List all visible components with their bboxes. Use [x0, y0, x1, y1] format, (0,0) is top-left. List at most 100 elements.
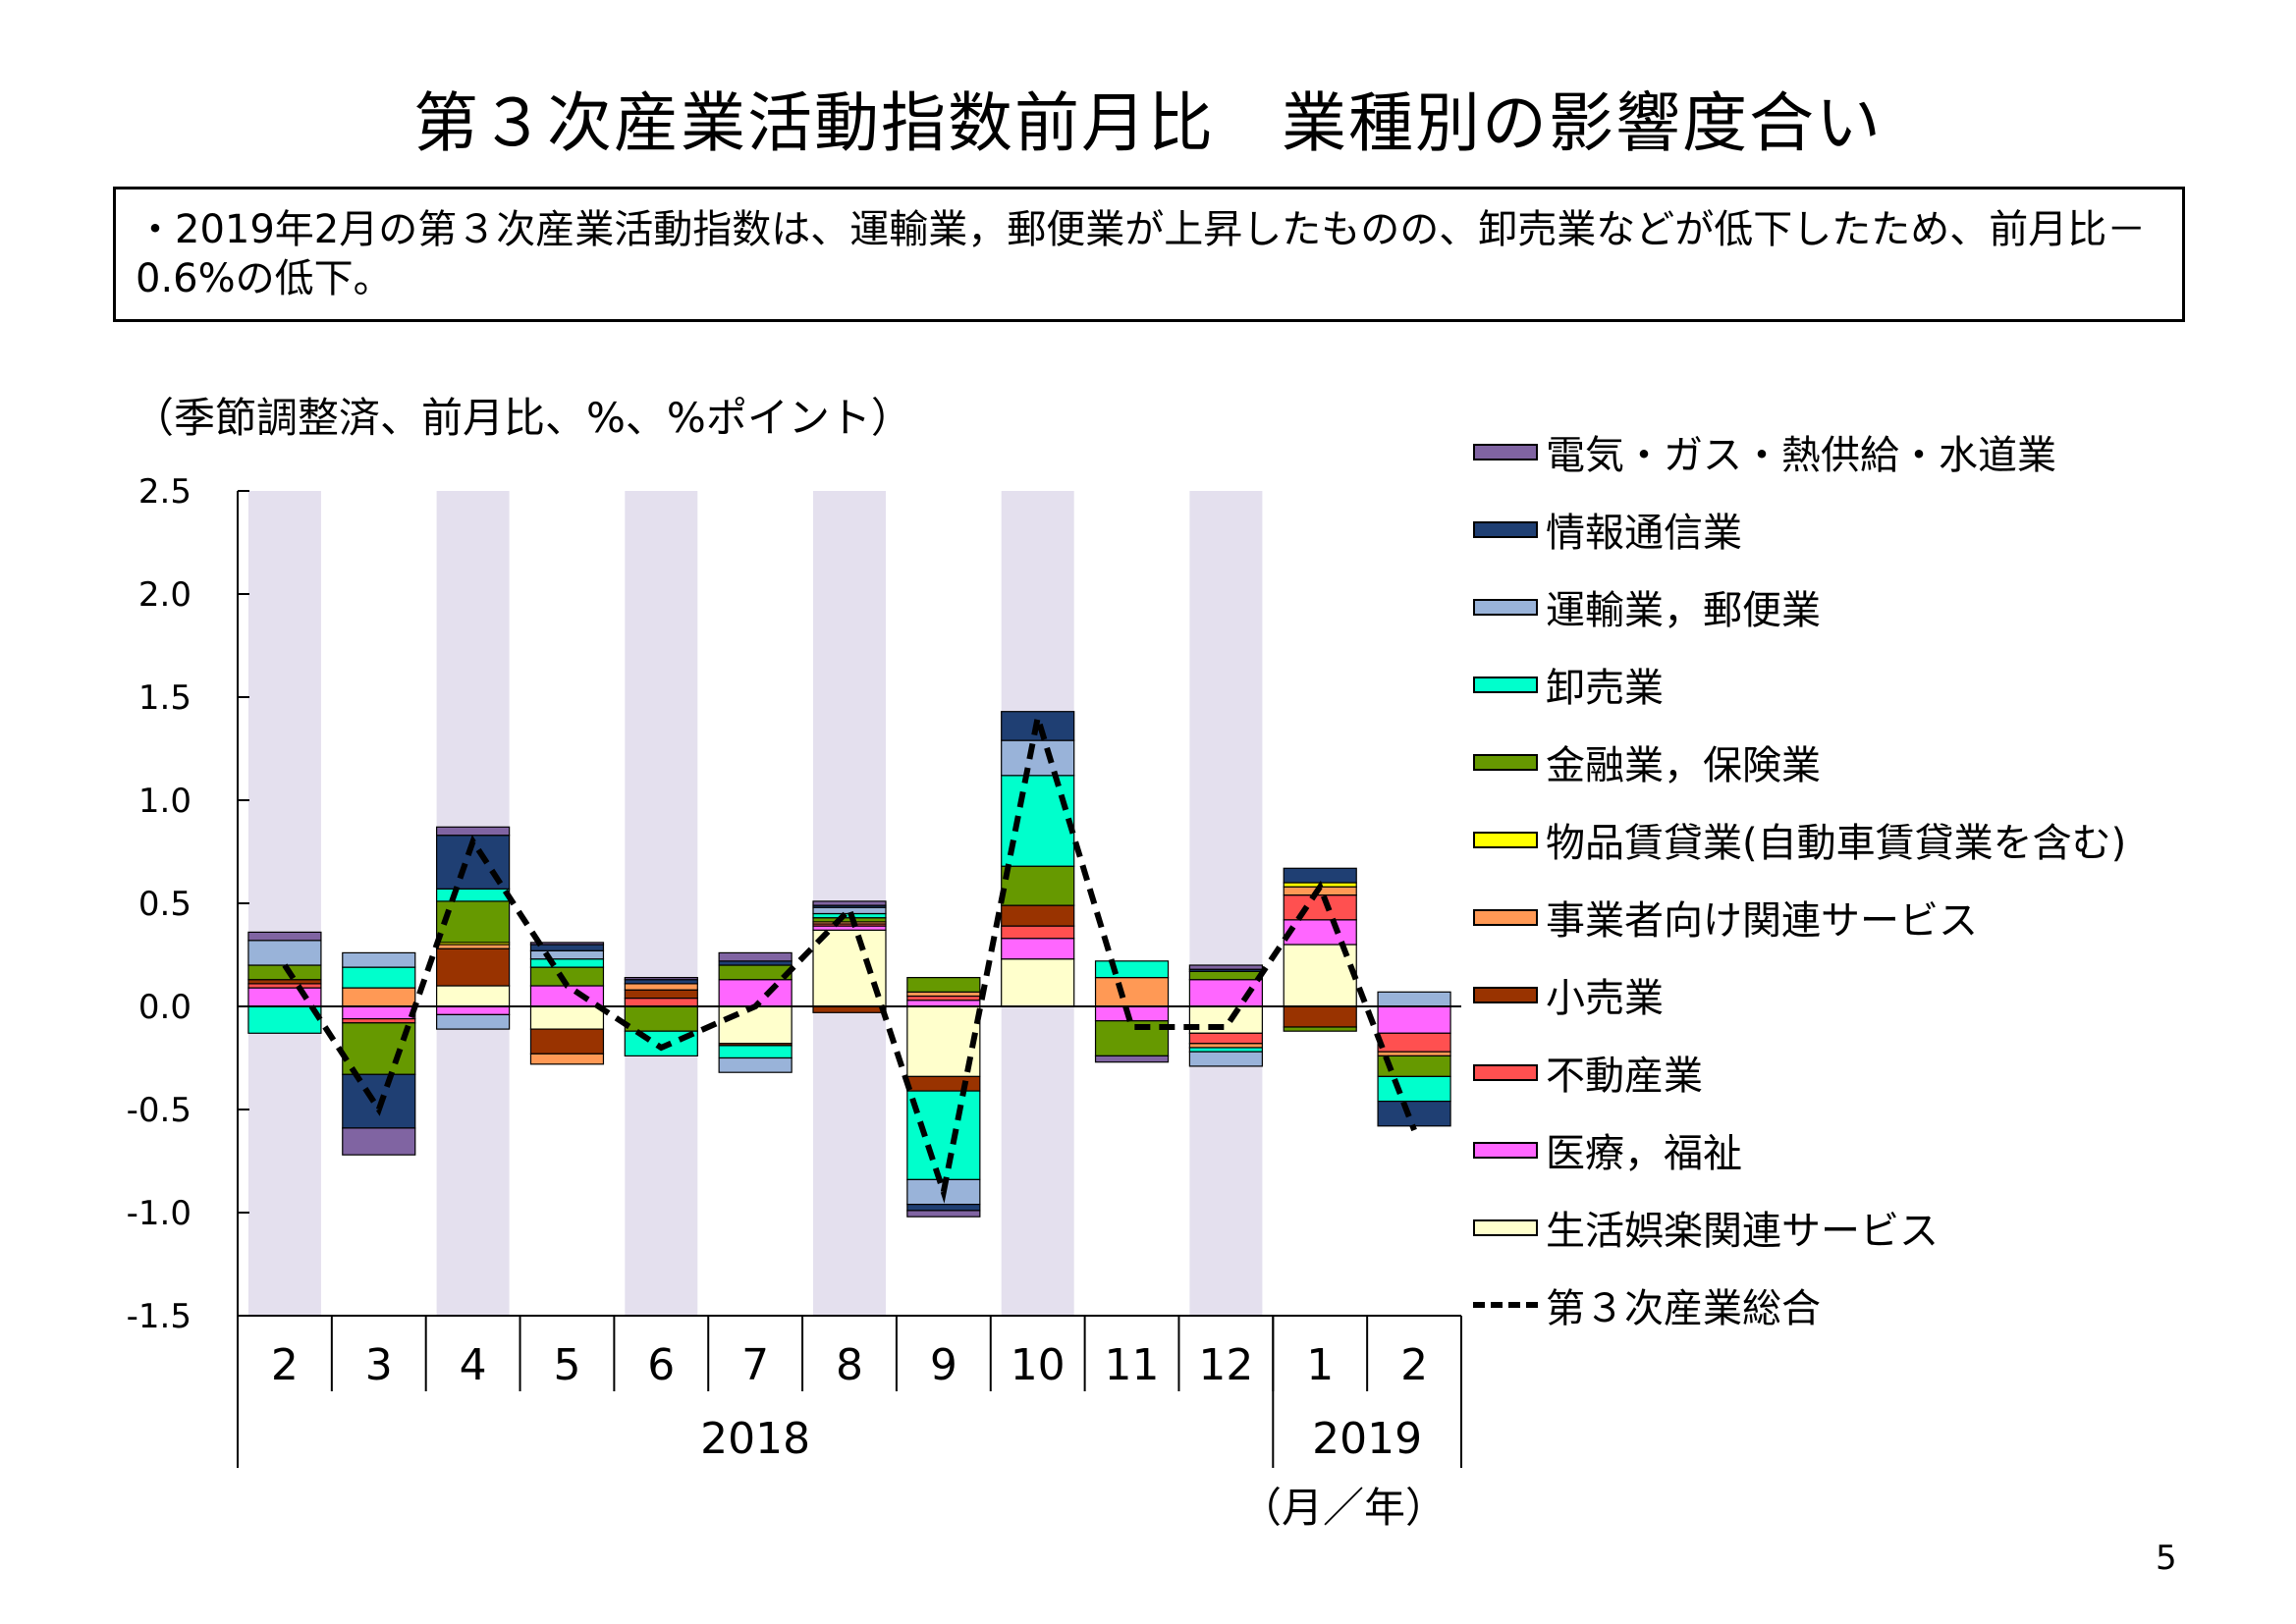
bar-segment — [342, 966, 416, 989]
y-tick-label: 1.5 — [138, 678, 191, 718]
legend-swatch — [1473, 1063, 1538, 1081]
unit-label: （季節調整済、前月比、%、%ポイント） — [133, 394, 912, 442]
bar-segment — [1188, 1047, 1263, 1053]
bar-segment — [718, 1005, 793, 1045]
legend-item: 事業者向け関連サービス — [1473, 893, 1978, 944]
y-tick-label: -1.0 — [127, 1194, 191, 1233]
legend-item: 金融業，保険業 — [1473, 737, 1821, 788]
x-tick-label: 5 — [553, 1340, 580, 1390]
bar-segment — [247, 931, 322, 942]
shaded-band — [1189, 491, 1263, 1316]
bar-segment — [342, 987, 416, 1007]
bar-segment — [1001, 938, 1075, 960]
bar-segment — [436, 900, 511, 944]
total-line — [282, 717, 1417, 1204]
legend-item: 電気・ガス・熱供給・水道業 — [1473, 427, 2056, 478]
bar-segment — [624, 979, 698, 985]
x-tick-label: 12 — [1198, 1340, 1253, 1390]
bar-segment — [1001, 865, 1075, 906]
bar-segment — [529, 985, 605, 1007]
legend-item: 卸売業 — [1473, 660, 1664, 711]
y-tick-label: -0.5 — [127, 1091, 191, 1130]
bar-segment — [906, 1005, 981, 1078]
bar-segment — [1188, 1043, 1263, 1049]
x-tick-label: 10 — [1011, 1340, 1066, 1390]
bar-segment — [718, 964, 793, 981]
bar-segment — [1283, 1026, 1357, 1032]
legend-label: 生活娯楽関連サービス — [1546, 1209, 1939, 1254]
shaded-band — [625, 491, 698, 1316]
bar-segment — [1377, 1005, 1451, 1034]
bar-segment — [529, 944, 605, 951]
bar-segment — [906, 995, 981, 1001]
bar-segment — [529, 942, 605, 946]
legend-item: 物品賃貸業(自動車賃貸業を含む) — [1473, 815, 2126, 866]
bar-segment — [624, 983, 698, 991]
bar-segment — [906, 1210, 981, 1218]
bar-segment — [529, 958, 605, 968]
x-tick-label: 9 — [930, 1340, 957, 1390]
bar-segment — [247, 983, 322, 989]
legend-swatch — [1473, 598, 1538, 616]
bar-segment — [436, 1013, 511, 1030]
bar-segment — [812, 925, 887, 931]
bar-segment — [1094, 960, 1170, 979]
bar-segment — [1001, 904, 1075, 927]
bar-segment — [624, 976, 698, 981]
x-tick-label: 4 — [460, 1340, 487, 1390]
bar-segment — [1377, 1100, 1451, 1127]
bar-segment — [436, 826, 511, 837]
bar-segment — [1377, 1051, 1451, 1056]
y-tick-label: 0.0 — [138, 988, 191, 1027]
legend-item: 医療，福祉 — [1473, 1125, 1742, 1176]
bar-segment — [529, 949, 605, 960]
bar-segment — [529, 1053, 605, 1065]
bar-segment — [1001, 925, 1075, 940]
legend-item: 不動産業 — [1473, 1048, 1703, 1099]
legend-label: 卸売業 — [1546, 666, 1664, 711]
bar-segment — [1283, 893, 1357, 921]
y-tick-label: 0.5 — [138, 885, 191, 924]
legend-swatch — [1473, 676, 1538, 693]
bar-segment — [1094, 1020, 1170, 1056]
bar-segment — [718, 1045, 793, 1059]
legend-swatch — [1473, 520, 1538, 538]
bar-segment — [436, 947, 511, 987]
bar-segment — [1188, 1032, 1263, 1045]
bar-segment — [1283, 867, 1357, 884]
y-tick-label: 1.0 — [138, 782, 191, 821]
x-tick-label: 2 — [271, 1340, 299, 1390]
legend-label: 電気・ガス・熱供給・水道業 — [1546, 433, 2056, 478]
bar-segment — [1377, 1075, 1451, 1103]
legend-swatch — [1473, 1218, 1538, 1236]
x-tick-label: 3 — [365, 1340, 393, 1390]
bar-segment — [247, 987, 322, 1007]
summary-box: ・2019年2月の第３次産業活動指数は、運輸業，郵便業が上昇したものの、卸売業な… — [113, 187, 2185, 322]
bar-segment — [1188, 1051, 1263, 1067]
shaded-band — [247, 491, 321, 1316]
bar-segment — [1283, 1005, 1357, 1028]
x-tick-label: 7 — [741, 1340, 769, 1390]
bar-segment — [1001, 739, 1075, 777]
bar-segment — [624, 1005, 698, 1032]
bar-segment — [1283, 919, 1357, 946]
bar-segment — [624, 997, 698, 1007]
bar-segment — [718, 960, 793, 966]
bar-segment — [529, 1028, 605, 1055]
legend-item: 小売業 — [1473, 970, 1664, 1021]
bar-segment — [1094, 976, 1170, 1007]
legend-swatch — [1473, 443, 1538, 460]
legend-label: 医療，福祉 — [1546, 1131, 1742, 1176]
legend-label: 運輸業，郵便業 — [1546, 588, 1821, 633]
legend-item: 第３次産業総合 — [1473, 1280, 1821, 1331]
legend-swatch — [1473, 986, 1538, 1003]
bar-segment — [718, 951, 793, 962]
y-tick-label: 2.5 — [138, 472, 191, 512]
bar-segment — [247, 979, 322, 985]
x-tick-label: 2 — [1400, 1340, 1428, 1390]
bar-segment — [812, 900, 887, 906]
bar-segment — [342, 1005, 416, 1020]
bar-segment — [1001, 958, 1075, 1007]
legend-label: 物品賃貸業(自動車賃貸業を含む) — [1546, 821, 2127, 866]
bar-segment — [247, 1005, 322, 1034]
